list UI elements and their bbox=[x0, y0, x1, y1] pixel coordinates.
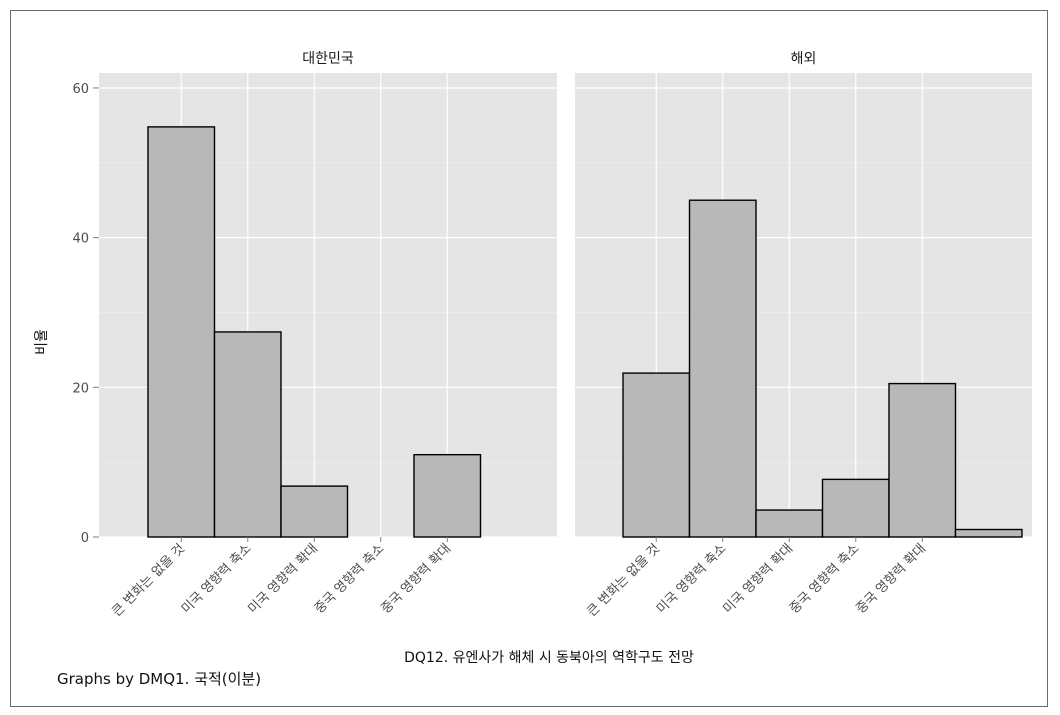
bar bbox=[413, 453, 482, 538]
bar bbox=[213, 331, 282, 538]
bar bbox=[888, 382, 957, 538]
bar bbox=[954, 528, 1023, 538]
y-tick-label: 60 bbox=[72, 82, 89, 97]
y-axis-title: 비율 bbox=[34, 329, 50, 355]
x-tick-label: 중국 영향력 축소 bbox=[312, 541, 388, 617]
x-tick-label: 큰 변화는 없을 것 bbox=[110, 541, 189, 620]
x-tick-label: 중국 영향력 확대 bbox=[378, 541, 454, 617]
bar bbox=[821, 478, 890, 538]
x-tick-label: 중국 영향력 축소 bbox=[787, 541, 863, 617]
y-tick-label: 0 bbox=[81, 531, 89, 546]
x-tick-label: 미국 영향력 축소 bbox=[179, 541, 255, 617]
panel-title: 해외 bbox=[791, 51, 817, 67]
bar bbox=[280, 485, 349, 538]
x-tick-label: 미국 영향력 확대 bbox=[720, 541, 796, 617]
x-tick-label: 미국 영향력 축소 bbox=[654, 541, 730, 617]
x-tick-label: 큰 변화는 없을 것 bbox=[585, 541, 664, 620]
y-tick-label: 40 bbox=[72, 232, 89, 247]
bar bbox=[622, 372, 691, 538]
x-tick-label: 미국 영향력 확대 bbox=[245, 541, 321, 617]
x-tick-label: 중국 영향력 확대 bbox=[853, 541, 929, 617]
bar bbox=[755, 509, 824, 538]
x-axis-title: DQ12. 유엔사가 해체 시 동북아의 역학구도 전망 bbox=[404, 650, 694, 666]
y-tick-label: 20 bbox=[72, 381, 89, 396]
bar bbox=[688, 199, 757, 538]
panel-title: 대한민국 bbox=[302, 51, 354, 67]
graphs-by-note: Graphs by DMQ1. 국적(이분) bbox=[57, 670, 261, 688]
bar bbox=[147, 126, 216, 538]
